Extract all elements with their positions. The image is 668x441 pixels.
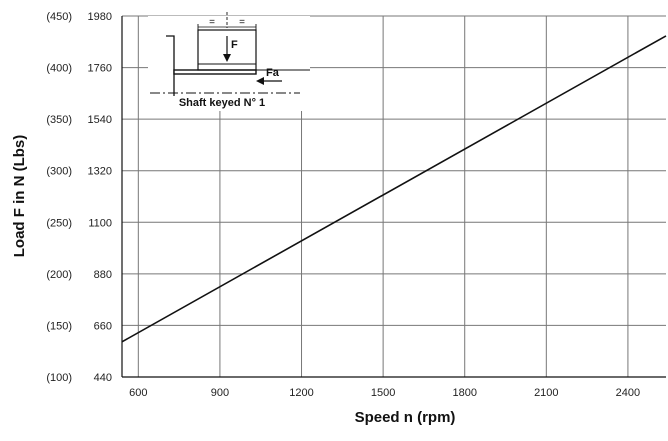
y-tick-label-lbs: (150) [46, 320, 72, 332]
x-tick-label: 600 [129, 387, 147, 399]
inset-shaft-label: Shaft keyed N° 1 [179, 97, 265, 109]
y-tick-label-n: 440 [94, 372, 112, 384]
axes [121, 16, 666, 378]
x-tick-label: 1500 [371, 387, 395, 399]
inset-equal-right: = [239, 17, 245, 28]
series-line [121, 35, 667, 343]
y-axis-title: Load F in N (Lbs) [11, 135, 28, 257]
inset-equal-left: = [209, 17, 215, 28]
y-tick-label-lbs: (300) [46, 166, 72, 178]
inset-force-arrowhead [223, 54, 231, 62]
inset-housing [166, 35, 175, 96]
y-tick-label-n: 880 [94, 269, 112, 281]
y-tick-label-lbs: (250) [46, 217, 72, 229]
y-tick-label-n: 1320 [88, 166, 112, 178]
x-tick-label: 900 [211, 387, 229, 399]
y-tick-label-n: 1760 [88, 63, 112, 75]
y-tick-label-lbs: (450) [46, 11, 72, 23]
x-tick-label: 1800 [452, 387, 476, 399]
y-tick-label-lbs: (400) [46, 63, 72, 75]
y-tick-label-n: 1980 [88, 11, 112, 23]
x-tick-label: 2400 [616, 387, 640, 399]
series-lines [121, 35, 667, 343]
x-tick-label: 2100 [534, 387, 558, 399]
inset-axial-label: Fa [266, 67, 280, 79]
inset-diagram: = = F Fa Shaft keyed N° 1 [148, 12, 310, 111]
inset-force-label: F [231, 39, 238, 51]
y-tick-label-n: 1100 [88, 217, 112, 229]
y-tick-label-n: 1540 [88, 114, 112, 126]
inset-axial-arrowhead [256, 77, 264, 85]
x-tick-labels: 600 900 1200 1500 1800 2100 2400 [129, 387, 640, 399]
y-tick-label-lbs: (350) [46, 114, 72, 126]
y-tick-label-n: 660 [94, 320, 112, 332]
inset-pulley [197, 29, 257, 71]
y-tick-label-lbs: (200) [46, 269, 72, 281]
x-axis-title: Speed n (rpm) [355, 409, 456, 426]
y-tick-label-lbs: (100) [46, 372, 72, 384]
x-tick-label: 1200 [289, 387, 313, 399]
y-tick-labels: 440 (100) 660 (150) 880 (200) 1100 (250) 1320 (30… [46, 11, 112, 384]
